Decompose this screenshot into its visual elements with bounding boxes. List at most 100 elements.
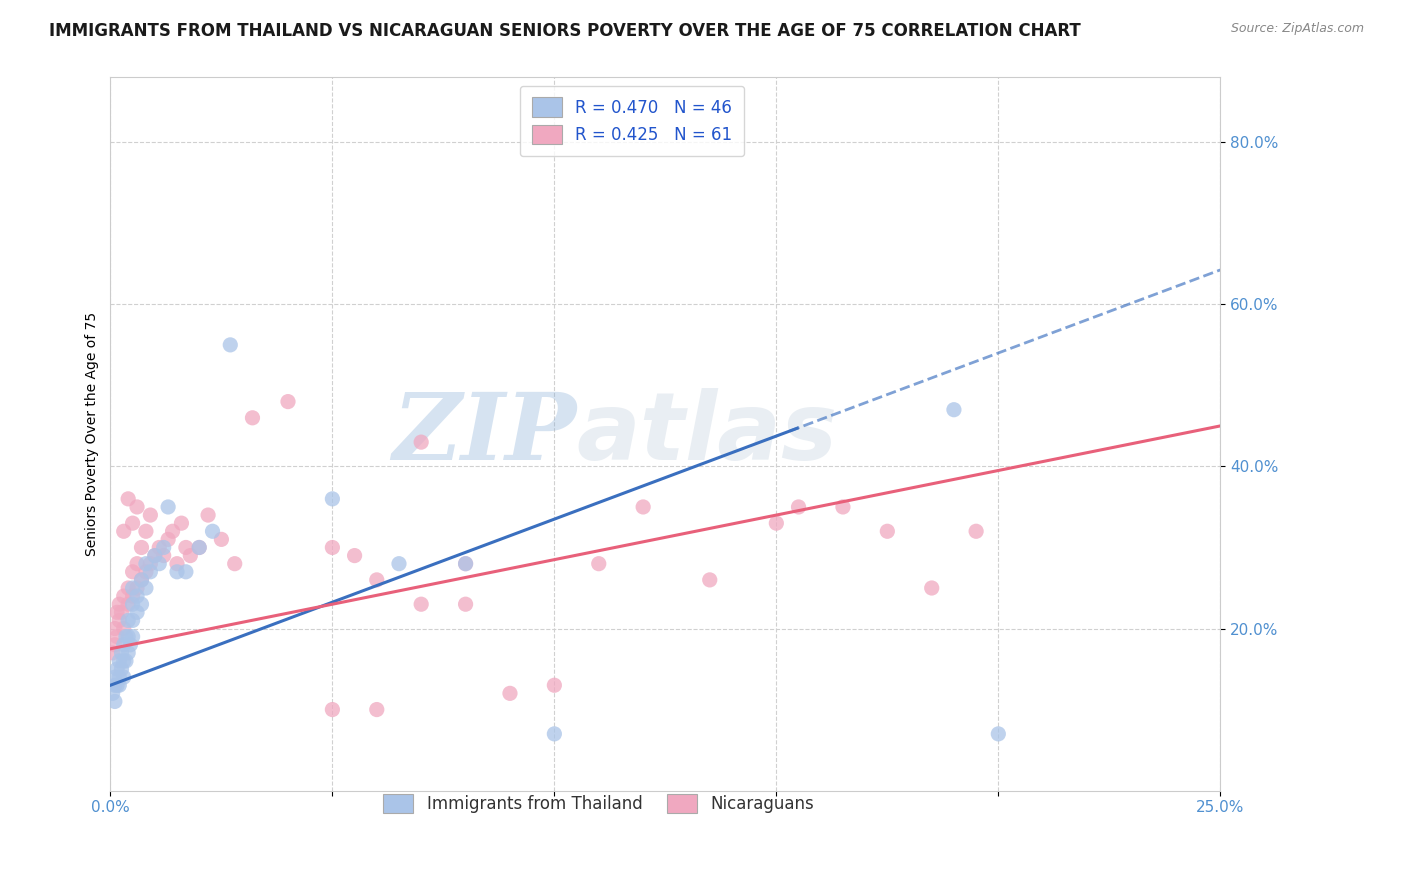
Point (499, 686, 522, 700)
Point (543, 678, 565, 692)
Point (219, 338, 242, 352)
Point (411, 597, 433, 611)
Point (454, 597, 477, 611)
Text: atlas: atlas (576, 388, 838, 480)
Point (104, 638, 127, 652)
Point (174, 541, 197, 555)
Point (117, 646, 139, 660)
Point (125, 589, 148, 603)
Point (876, 524, 898, 539)
Point (832, 500, 855, 514)
Point (454, 557, 477, 571)
Point (112, 638, 135, 652)
Point (131, 541, 153, 555)
Point (135, 557, 157, 571)
Point (105, 630, 128, 644)
Point (388, 557, 411, 571)
Point (104, 678, 127, 692)
Point (108, 654, 131, 668)
Point (125, 557, 148, 571)
Point (366, 573, 388, 587)
Point (104, 670, 127, 684)
Point (162, 524, 184, 539)
Point (108, 670, 131, 684)
Point (277, 394, 299, 409)
Point (110, 646, 132, 660)
Point (121, 614, 143, 628)
Point (105, 605, 128, 619)
Point (110, 605, 132, 619)
Point (157, 500, 180, 514)
Point (101, 686, 124, 700)
Point (101, 646, 124, 660)
Point (209, 533, 232, 547)
Point (131, 573, 153, 587)
Point (121, 630, 143, 644)
Point (117, 597, 139, 611)
Point (152, 549, 174, 563)
Point (131, 597, 153, 611)
Point (108, 597, 131, 611)
Point (135, 581, 157, 595)
Point (115, 654, 138, 668)
Point (108, 678, 131, 692)
Point (965, 524, 987, 539)
Point (112, 524, 135, 539)
Point (115, 630, 138, 644)
Point (104, 694, 127, 708)
Point (148, 557, 170, 571)
Point (197, 508, 219, 522)
Point (104, 622, 127, 636)
Point (117, 491, 139, 506)
Text: Source: ZipAtlas.com: Source: ZipAtlas.com (1230, 22, 1364, 36)
Point (242, 410, 264, 425)
Point (121, 597, 143, 611)
Point (148, 541, 170, 555)
Point (321, 541, 343, 555)
Text: ZIP: ZIP (392, 389, 576, 479)
Point (139, 508, 162, 522)
Point (543, 727, 565, 741)
Point (121, 516, 143, 531)
Point (411, 435, 433, 450)
Point (121, 589, 143, 603)
Text: IMMIGRANTS FROM THAILAND VS NICARAGUAN SENIORS POVERTY OVER THE AGE OF 75 CORREL: IMMIGRANTS FROM THAILAND VS NICARAGUAN S… (49, 22, 1081, 40)
Point (117, 630, 139, 644)
Point (112, 589, 135, 603)
Point (135, 524, 157, 539)
Point (921, 581, 943, 595)
Point (699, 573, 721, 587)
Point (112, 654, 135, 668)
Point (112, 622, 135, 636)
Point (139, 557, 162, 571)
Point (157, 533, 180, 547)
Point (188, 541, 211, 555)
Point (135, 565, 157, 579)
Point (152, 541, 174, 555)
Y-axis label: Seniors Poverty Over the Age of 75: Seniors Poverty Over the Age of 75 (86, 312, 100, 556)
Point (166, 557, 188, 571)
Point (117, 581, 139, 595)
Point (454, 557, 477, 571)
Point (787, 500, 810, 514)
Legend: Immigrants from Thailand, Nicaraguans: Immigrants from Thailand, Nicaraguans (371, 782, 825, 825)
Point (321, 702, 343, 716)
Point (343, 549, 366, 563)
Point (105, 678, 128, 692)
Point (139, 565, 162, 579)
Point (112, 670, 135, 684)
Point (942, 402, 965, 417)
Point (366, 702, 388, 716)
Point (201, 524, 224, 539)
Point (224, 557, 246, 571)
Point (108, 614, 131, 628)
Point (631, 500, 654, 514)
Point (174, 565, 197, 579)
Point (188, 541, 211, 555)
Point (120, 638, 142, 652)
Point (765, 516, 787, 531)
Point (125, 500, 148, 514)
Point (321, 491, 343, 506)
Point (131, 573, 153, 587)
Point (125, 605, 148, 619)
